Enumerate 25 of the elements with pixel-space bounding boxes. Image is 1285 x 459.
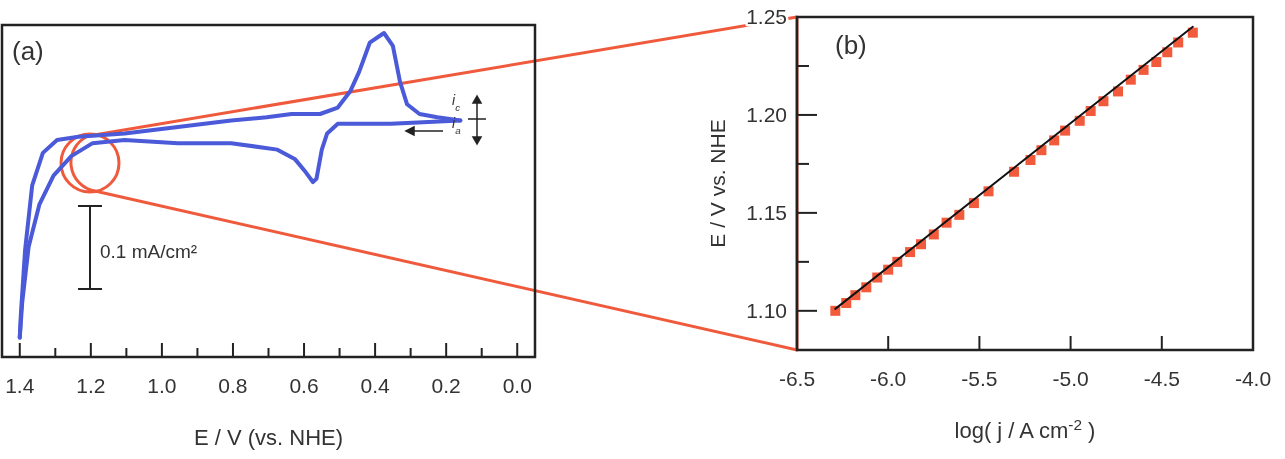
- annotation: i$_{a}$: [452, 115, 462, 136]
- x-tick-label: 0.4: [360, 374, 391, 397]
- x-tick-label: -6.5: [778, 367, 816, 390]
- y-tick-label: 1.15: [746, 200, 787, 224]
- y-axis-title: E / V vs. NHE: [706, 119, 729, 248]
- x-tick-label: 1.0: [147, 374, 177, 397]
- y-tick-label: 1.10: [746, 298, 787, 322]
- x-tick-label: 0.8: [218, 374, 248, 397]
- y-tick-label: 1.20: [746, 102, 787, 126]
- x-axis-title: E / V (vs. NHE): [193, 425, 344, 450]
- annotation: (a): [12, 36, 44, 66]
- annotation: (b): [835, 30, 867, 60]
- x-tick-label: 0.6: [289, 374, 319, 397]
- x-axis-title: log( j / A cm$^{-2}$ ): [954, 415, 1096, 443]
- annotation: i$_{c}$: [452, 92, 461, 113]
- x-tick-label: -6.0: [870, 367, 907, 390]
- x-tick-label: 0.0: [502, 374, 532, 397]
- x-tick-label: -4.0: [1234, 367, 1272, 390]
- x-tick-label: 0.2: [431, 374, 461, 397]
- x-tick-label: -4.5: [1143, 367, 1180, 390]
- x-tick-label: -5.0: [1052, 367, 1089, 390]
- x-tick-label: 1.2: [76, 374, 106, 397]
- x-tick-label: -5.5: [961, 367, 998, 390]
- annotation: 0.1 mA/cm²: [100, 241, 198, 262]
- x-tick-label: 1.4: [5, 374, 35, 397]
